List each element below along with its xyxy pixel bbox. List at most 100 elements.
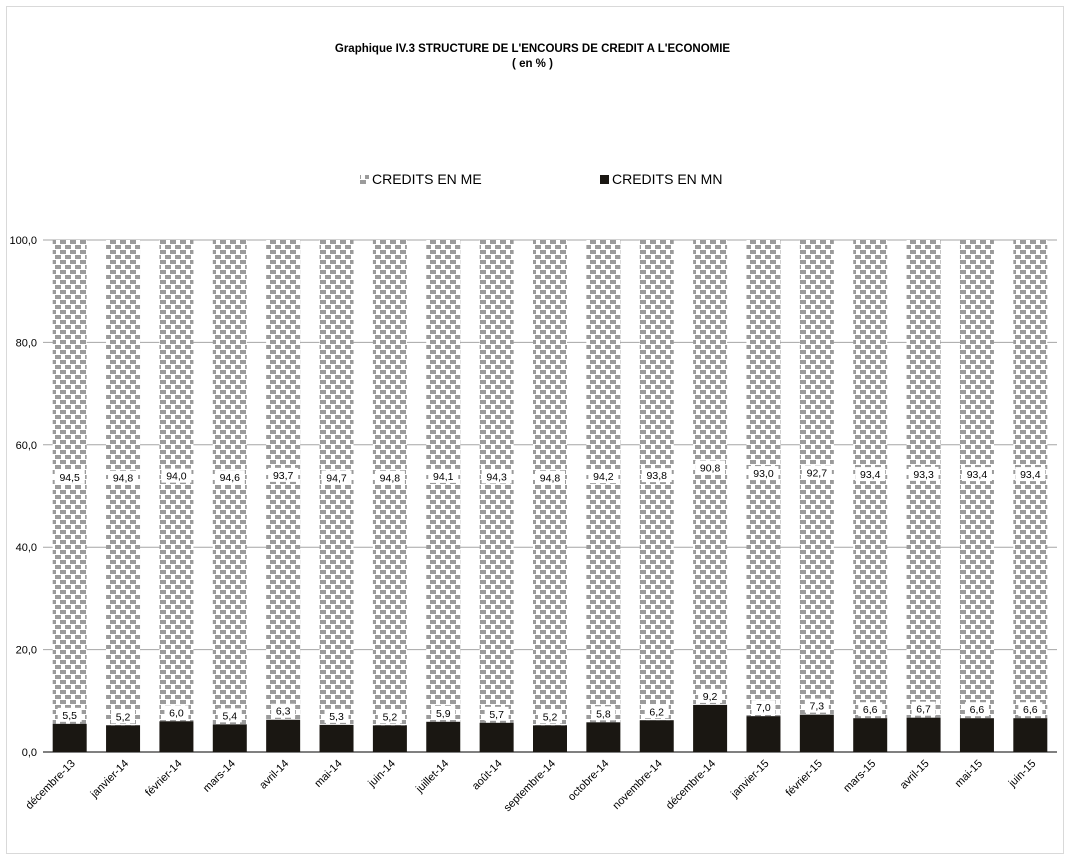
data-label-mn: 5,2 — [543, 711, 558, 723]
data-label-me: 94,3 — [486, 471, 507, 483]
bar-credits-mn — [52, 723, 87, 752]
data-label-mn: 5,2 — [116, 711, 131, 723]
data-label-bg — [321, 470, 352, 485]
data-label-bg — [324, 708, 349, 723]
bar-credits-mn — [319, 724, 354, 752]
data-label-mn: 7,0 — [756, 702, 771, 714]
data-label-bg — [535, 470, 565, 485]
data-label-me: 94,8 — [113, 473, 134, 485]
data-label-bg — [484, 706, 509, 721]
data-label-mn: 5,7 — [489, 709, 504, 721]
data-label-bg — [108, 470, 139, 485]
data-label-bg — [588, 469, 619, 484]
x-tick-label: octobre-14 — [566, 758, 612, 804]
x-tick-label: juin-14 — [365, 758, 398, 791]
data-label-mn: 6,2 — [649, 706, 664, 718]
data-label-me: 93,0 — [753, 468, 774, 480]
x-tick-label: février-14 — [143, 758, 184, 799]
data-label-bg — [54, 469, 85, 484]
data-label-me: 93,3 — [913, 469, 934, 481]
bars — [52, 240, 1048, 752]
data-label-mn: 6,6 — [970, 704, 985, 716]
x-tick-label: mars-14 — [201, 758, 238, 795]
data-label-mn: 6,7 — [916, 704, 931, 716]
data-label-bg — [908, 466, 939, 481]
bar-credits-mn — [853, 718, 888, 752]
data-label-mn: 6,3 — [276, 706, 291, 718]
x-axis: décembre-13 janvier-14 février-14 mars-14 av… — [23, 758, 1038, 814]
data-label-bg — [271, 703, 296, 718]
data-label-bg — [858, 702, 883, 717]
data-label-bg — [644, 704, 669, 719]
data-label-mn: 9,2 — [703, 691, 718, 703]
data-label-me: 90,8 — [700, 462, 721, 474]
data-labels: 94,5 5,5 94,8 5,2 94,0 6,0 94,6 5,4 93,7 6,3 94,7 5… — [54, 460, 1046, 724]
data-label-bg — [164, 705, 189, 720]
data-label-me: 94,1 — [433, 471, 454, 483]
data-label-me: 93,4 — [860, 469, 881, 481]
data-label-bg — [538, 709, 562, 724]
data-label-me: 93,4 — [1020, 469, 1041, 481]
x-tick-label: février-15 — [784, 758, 825, 799]
bar-credits-mn — [426, 721, 461, 752]
data-label-bg — [1018, 702, 1043, 717]
chart-subtitle: ( en % ) — [512, 58, 553, 70]
data-label-bg — [748, 466, 779, 481]
data-label-bg — [268, 467, 299, 482]
data-label-bg — [801, 465, 832, 480]
data-label-me: 94,0 — [166, 471, 187, 483]
bar-credits-mn — [479, 722, 514, 752]
data-label-bg — [695, 460, 726, 475]
data-label-bg — [591, 706, 616, 721]
data-label-bg — [161, 468, 192, 483]
data-label-mn: 6,0 — [169, 707, 184, 719]
chart-title: Graphique IV.3 STRUCTURE DE L'ENCOURS DE… — [334, 43, 731, 55]
bar-credits-mn — [266, 719, 301, 752]
y-tick-label: 0,0 — [22, 747, 37, 759]
y-tick-label: 40,0 — [16, 542, 37, 554]
data-label-bg — [57, 707, 82, 722]
data-label-bg — [698, 688, 723, 703]
data-label-bg — [428, 468, 459, 483]
y-tick-label: 100,0 — [9, 235, 37, 247]
x-tick-label: décembre-14 — [664, 758, 718, 812]
x-tick-label: avril-15 — [898, 758, 932, 792]
bar-credits-mn — [799, 714, 834, 752]
bar-credits-mn — [533, 725, 567, 752]
data-label-mn: 5,9 — [436, 708, 451, 720]
bar-credits-mn — [106, 725, 141, 752]
data-label-me: 94,5 — [59, 472, 80, 484]
data-label-me: 93,7 — [273, 470, 294, 482]
data-label-bg — [804, 698, 829, 713]
x-tick-label: décembre-13 — [23, 758, 77, 812]
data-label-bg — [641, 468, 672, 483]
data-label-mn: 5,8 — [596, 708, 611, 720]
data-label-bg — [377, 709, 402, 724]
data-label-mn: 5,2 — [383, 711, 398, 723]
legend-credits-me-swatch — [360, 175, 369, 184]
bar-credits-mn — [746, 716, 781, 752]
data-label-bg — [481, 469, 512, 484]
y-axis: 0,0 20,0 40,0 60,0 80,0 100,0 — [9, 235, 37, 759]
legend-credits-mn-swatch — [600, 175, 609, 184]
data-label-mn: 6,6 — [863, 704, 878, 716]
data-label-me: 94,7 — [326, 472, 347, 484]
data-label-mn: 7,3 — [810, 701, 825, 713]
data-label-bg — [1015, 467, 1046, 482]
data-label-bg — [911, 701, 936, 716]
bar-credits-mn — [639, 720, 674, 752]
data-label-bg — [964, 702, 989, 717]
bar-credits-mn — [159, 721, 194, 752]
data-label-mn: 5,5 — [62, 710, 77, 722]
y-tick-label: 20,0 — [16, 645, 37, 657]
data-label-bg — [961, 467, 992, 482]
data-label-me: 93,4 — [967, 469, 988, 481]
data-label-me: 94,6 — [220, 472, 241, 484]
x-tick-label: janvier-15 — [728, 758, 771, 801]
x-tick-label: juin-15 — [1006, 758, 1039, 791]
data-label-mn: 5,3 — [329, 711, 344, 723]
data-label-bg — [374, 470, 405, 485]
x-tick-label: mars-15 — [841, 758, 878, 795]
data-label-mn: 5,4 — [222, 710, 237, 722]
